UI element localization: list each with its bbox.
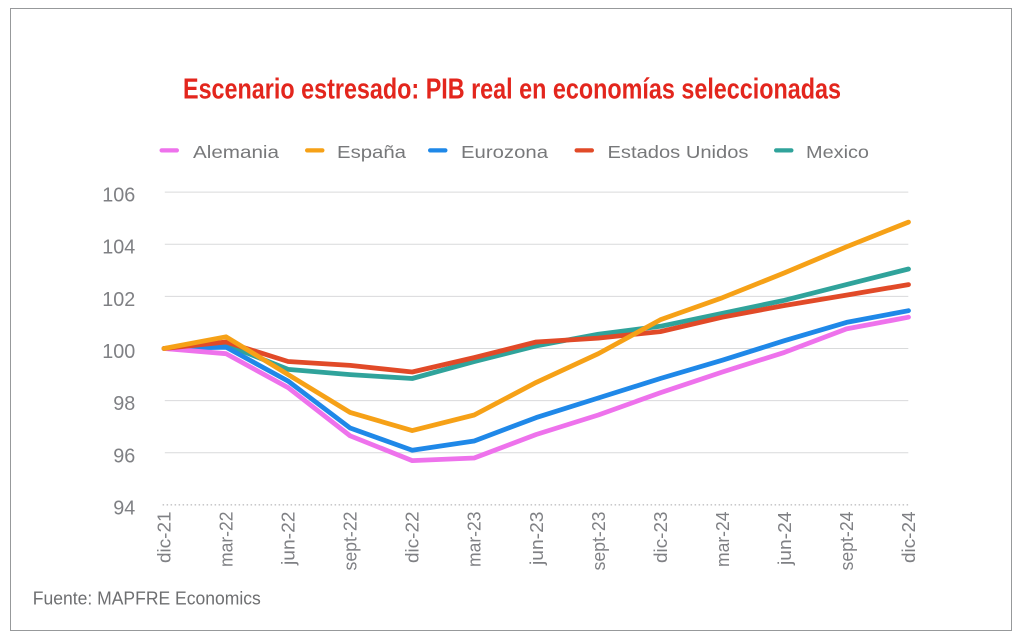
svg-text:sept-23: sept-23: [589, 512, 609, 571]
svg-text:94: 94: [113, 496, 135, 519]
svg-text:dic-24: dic-24: [899, 512, 919, 564]
svg-text:España: España: [337, 142, 406, 162]
svg-text:96: 96: [113, 444, 135, 467]
svg-text:Fuente: MAPFRE Economics: Fuente: MAPFRE Economics: [33, 587, 261, 608]
svg-text:98: 98: [113, 392, 135, 415]
svg-text:jun-23: jun-23: [527, 512, 547, 567]
svg-text:sept-24: sept-24: [837, 512, 857, 571]
svg-text:dic-23: dic-23: [651, 512, 671, 564]
svg-text:dic-22: dic-22: [403, 512, 423, 564]
svg-text:Estados Unidos: Estados Unidos: [608, 142, 749, 162]
svg-text:Alemania: Alemania: [193, 142, 279, 162]
svg-text:104: 104: [102, 236, 135, 259]
svg-text:jun-22: jun-22: [279, 512, 299, 567]
svg-text:Escenario estresado: PIB real: Escenario estresado: PIB real en economí…: [183, 74, 841, 106]
svg-text:mar-22: mar-22: [217, 512, 237, 568]
svg-text:dic-21: dic-21: [155, 512, 175, 564]
svg-text:100: 100: [102, 340, 135, 363]
svg-text:mar-24: mar-24: [713, 512, 733, 568]
svg-text:Eurozona: Eurozona: [461, 142, 548, 162]
svg-text:106: 106: [102, 184, 135, 207]
svg-text:102: 102: [102, 288, 135, 311]
svg-text:jun-24: jun-24: [775, 512, 795, 567]
svg-text:mar-23: mar-23: [465, 512, 485, 568]
svg-text:Mexico: Mexico: [806, 142, 869, 162]
svg-text:sept-22: sept-22: [341, 512, 361, 571]
